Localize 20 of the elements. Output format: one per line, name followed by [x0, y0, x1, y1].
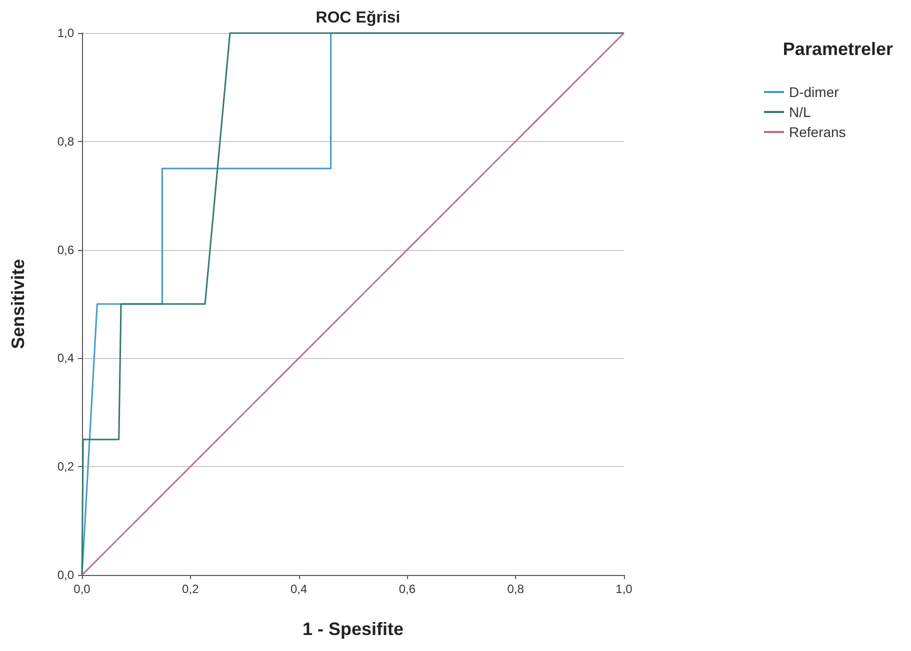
- x-tick-label: 0,6: [398, 582, 416, 596]
- legend-label: D-dimer: [789, 84, 840, 100]
- y-tick-label: 0,8: [57, 134, 74, 148]
- legend-label: Referans: [789, 124, 846, 140]
- y-tick-label: 0,0: [57, 568, 74, 582]
- line-series: [81, 32, 625, 576]
- x-tick-label: 0,2: [182, 582, 200, 596]
- y-tick-label: 1,0: [57, 26, 74, 40]
- x-tick-label: 0,4: [290, 582, 308, 596]
- legend-label: N/L: [789, 104, 811, 120]
- chart-title: ROC Eğrisi: [316, 10, 400, 26]
- y-axis-title: Sensitivite: [8, 258, 28, 350]
- x-tick-label: 0,8: [507, 582, 524, 596]
- y-tick-label: 0,2: [57, 460, 74, 474]
- x-tick-label: 1,0: [616, 582, 633, 596]
- legend-title: Parametreler: [782, 39, 894, 59]
- y-tick-label: 0,4: [57, 351, 74, 366]
- x-axis-title: 1 - Spesifite: [302, 619, 404, 639]
- x-tick-label: 0,0: [74, 582, 91, 596]
- y-tick-label: 0,6: [57, 242, 74, 257]
